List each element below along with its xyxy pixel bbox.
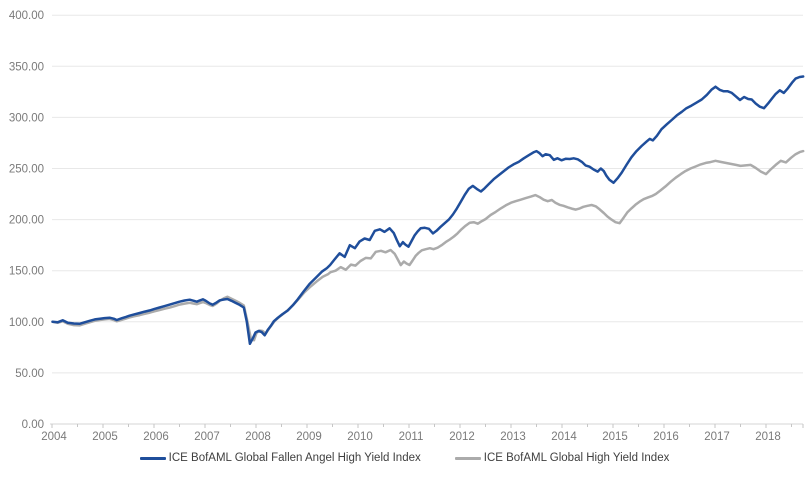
legend-item-global-high-yield-index: ICE BofAML Global High Yield Index [454, 452, 670, 464]
legend-item-fallen-angel-index: ICE BofAML Global Fallen Angel High Yiel… [139, 452, 421, 464]
x-axis-tick-label: 2006 [143, 431, 169, 443]
x-axis-tick-label: 2012 [449, 431, 475, 443]
y-axis-tick-label: 200.00 [9, 215, 44, 227]
x-axis-tick-label: 2004 [41, 431, 67, 443]
x-axis-tick-label: 2018 [755, 431, 781, 443]
y-axis-tick-label: 150.00 [9, 266, 44, 278]
y-axis-tick-label: 250.00 [9, 164, 44, 176]
x-axis-tick-label: 2008 [245, 431, 271, 443]
x-axis-tick-label: 2011 [399, 431, 424, 443]
legend-line-swatch-gray [454, 456, 481, 460]
legend-label-fallen-angel-index: ICE BofAML Global Fallen Angel High Yiel… [168, 452, 421, 464]
x-axis-tick-label: 2007 [194, 431, 220, 443]
y-axis-tick-label: 400.00 [9, 10, 44, 22]
x-axis-tick-label: 2015 [602, 431, 628, 443]
x-axis-tick-label: 2013 [500, 431, 526, 443]
y-axis-tick-label: 50.00 [15, 368, 44, 380]
chart-legend: ICE BofAML Global Fallen Angel High Yiel… [0, 452, 809, 464]
x-axis-tick-label: 2009 [296, 431, 322, 443]
series-line-global-high-yield [51, 149, 805, 342]
x-axis-tick-label: 2010 [347, 431, 373, 443]
y-axis-tick-label: 0.00 [22, 419, 44, 431]
x-axis-tick-label: 2005 [92, 431, 118, 443]
x-axis-tick-label: 2016 [653, 431, 679, 443]
y-axis-tick-label: 300.00 [9, 112, 44, 124]
y-axis-tick-label: 350.00 [9, 61, 44, 73]
series-line-fallen-angel [51, 75, 805, 346]
legend-label-global-high-yield-index: ICE BofAML Global High Yield Index [483, 452, 670, 464]
legend-line-swatch-blue [139, 456, 166, 460]
y-axis-tick-label: 100.00 [9, 317, 44, 329]
x-axis-tick-label: 2014 [551, 431, 577, 443]
x-axis-tick-label: 2017 [704, 431, 730, 443]
